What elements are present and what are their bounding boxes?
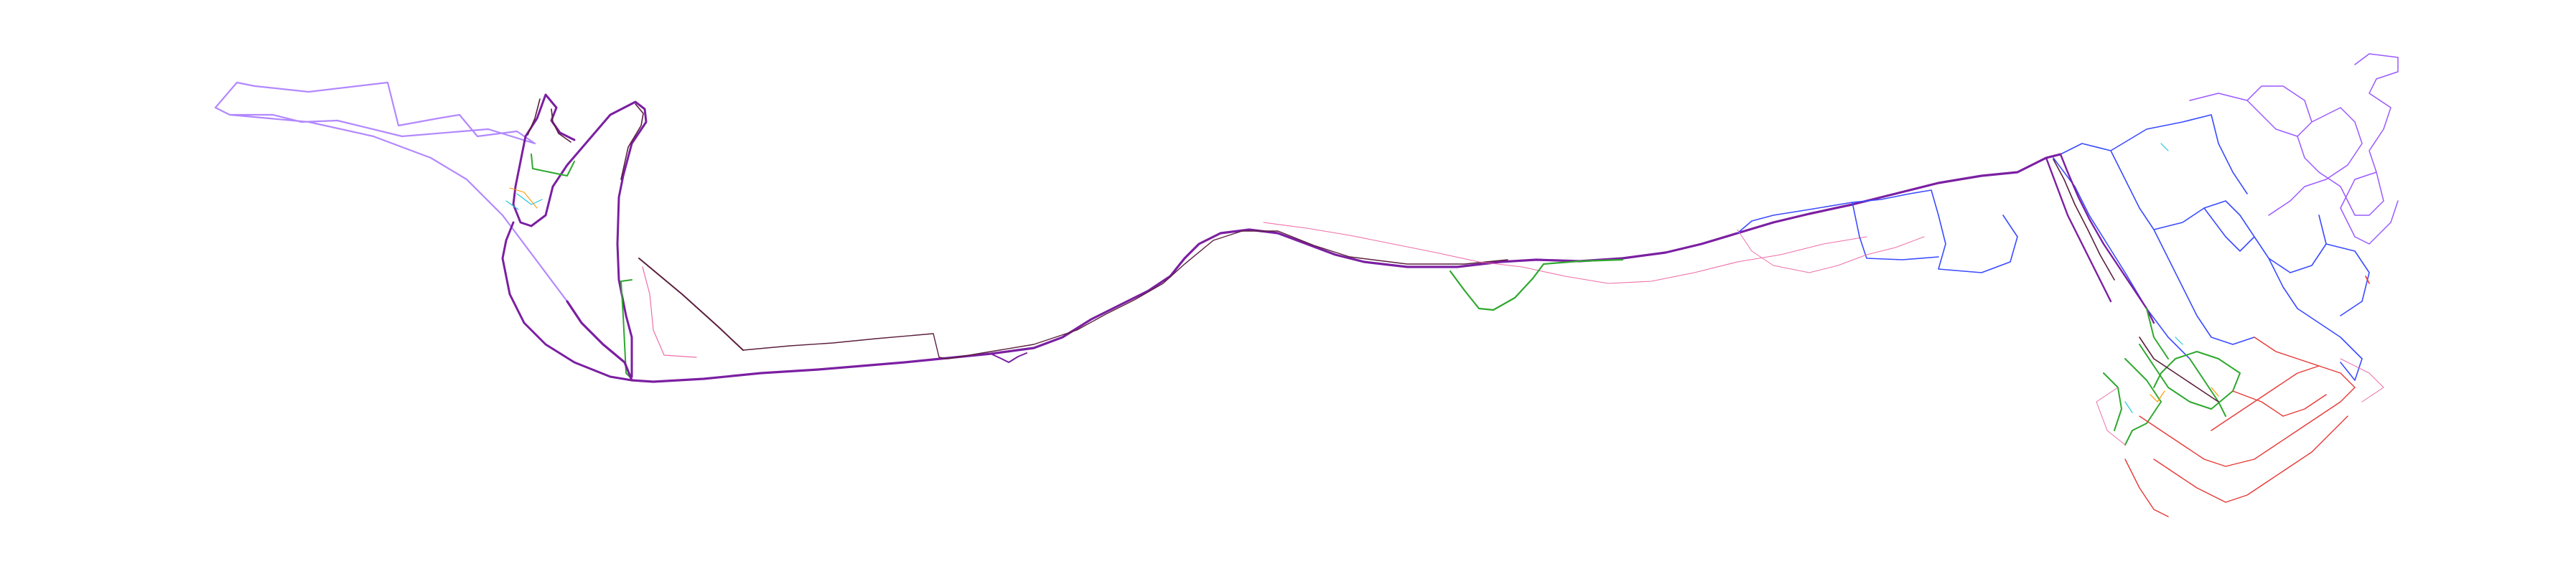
track-pink-alt (1263, 222, 1867, 284)
track-green-loop (1449, 258, 1624, 311)
track-hook-green (531, 154, 633, 380)
track-east-cyan (2124, 143, 2183, 413)
track-hook-main (501, 93, 648, 382)
track-hook-diagonal (638, 258, 744, 351)
track-east-dark (2053, 159, 2219, 403)
track-east-blue-grid (1737, 114, 2370, 381)
main-route-tracks (566, 153, 2062, 383)
track-east-orange (2150, 387, 2219, 403)
track-east-green (2103, 308, 2241, 446)
east-network-tracks (1737, 53, 2399, 517)
track-east-violet (2189, 53, 2399, 245)
track-hook-small (505, 193, 543, 210)
track-west-outer (214, 81, 569, 303)
track-hook-orange (509, 187, 538, 209)
track-east-red (2124, 337, 2356, 517)
track-hook-diagonal-pink (642, 266, 697, 358)
west-hook-tracks (214, 81, 744, 382)
track-main-route-dark (742, 230, 1508, 359)
track-east-tick (2365, 276, 2370, 284)
track-hook-dark (527, 98, 644, 180)
track-east-arterial (2045, 153, 2155, 324)
track-east-pink (1737, 229, 2384, 446)
track-dip (990, 352, 1027, 363)
track-main-route (566, 153, 2062, 383)
